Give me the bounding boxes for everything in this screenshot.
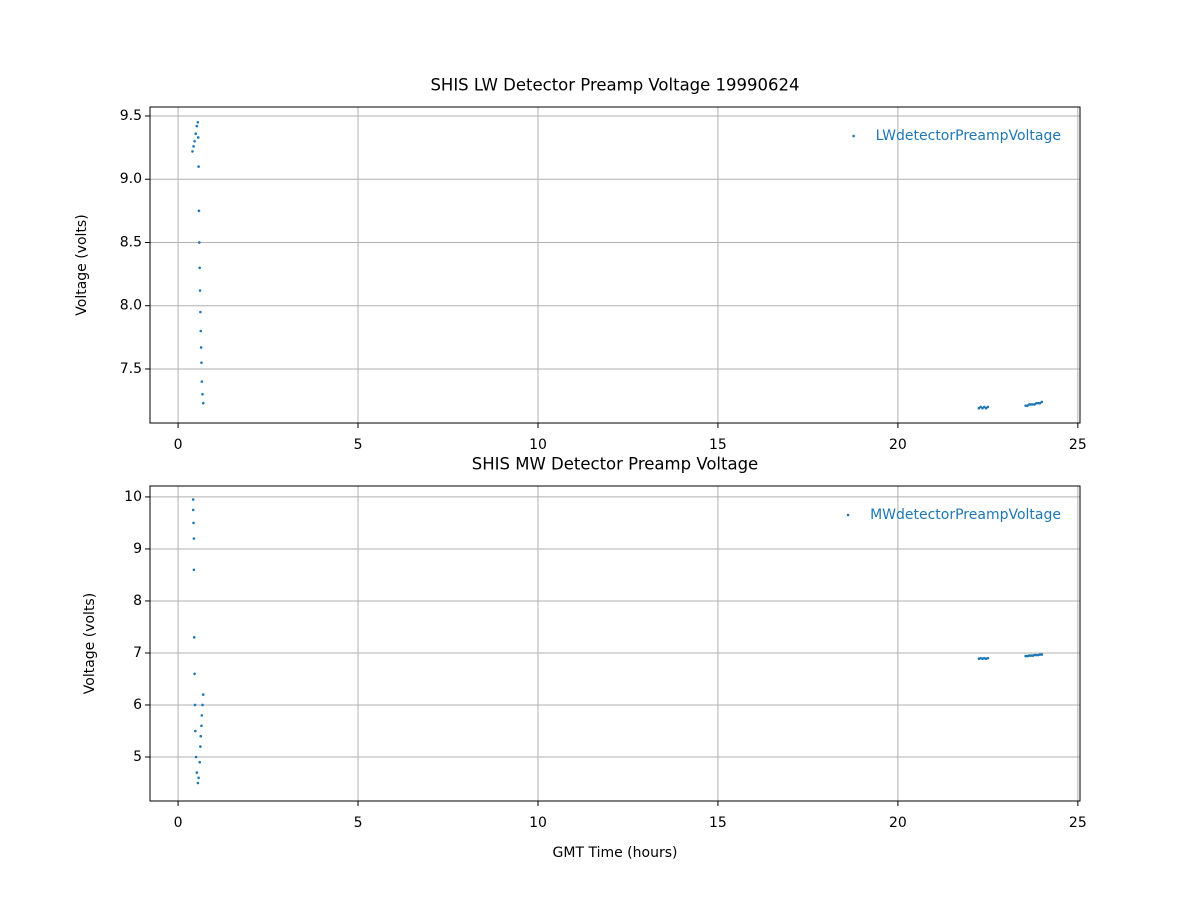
- y-tick-label: 5: [133, 749, 142, 765]
- data-point: [199, 329, 203, 333]
- data-point: [981, 406, 984, 410]
- chart-title: SHIS LW Detector Preamp Voltage 19990624: [430, 76, 799, 95]
- x-tick-label: 5: [354, 815, 363, 831]
- data-point: [197, 165, 200, 168]
- data-point: [1040, 653, 1044, 656]
- y-tick-label: 7.5: [120, 361, 142, 377]
- y-tick-label: 6: [133, 697, 142, 713]
- data-point: [192, 537, 196, 540]
- data-point: [193, 672, 196, 676]
- data-point: [1027, 654, 1031, 657]
- data-point: [1038, 653, 1042, 656]
- data-point: [201, 693, 205, 696]
- data-point: [1035, 653, 1038, 657]
- data-point: [1029, 403, 1033, 406]
- data-point: [986, 656, 990, 660]
- data-point: [196, 781, 200, 785]
- y-tick-label: 8.0: [120, 298, 142, 314]
- data-point: [192, 145, 195, 148]
- y-tick-label: 10: [124, 489, 142, 505]
- data-point: [1026, 404, 1029, 407]
- data-point: [986, 405, 990, 409]
- data-point: [979, 405, 982, 409]
- data-point: [198, 760, 201, 764]
- legend-label: MWdetectorPreampVoltage: [870, 507, 1061, 523]
- data-point: [201, 703, 204, 707]
- data-point: [191, 150, 194, 153]
- data-point: [192, 636, 196, 639]
- data-point: [194, 755, 198, 759]
- data-point: [196, 136, 200, 139]
- x-axis-label: GMT Time (hours): [553, 845, 678, 861]
- x-tick-label: 15: [709, 437, 727, 453]
- data-point: [200, 714, 204, 717]
- data-point: [193, 703, 197, 707]
- x-tick-label: 15: [709, 815, 727, 831]
- y-axis-label: Voltage (volts): [74, 214, 90, 315]
- x-tick-label: 25: [1069, 815, 1087, 831]
- y-tick-label: 8.5: [120, 234, 142, 250]
- data-point: [977, 406, 981, 410]
- legend-marker: [846, 513, 850, 517]
- y-axis-label: Voltage (volts): [82, 593, 98, 694]
- data-point: [200, 724, 203, 728]
- data-point: [1036, 401, 1040, 405]
- data-point: [195, 124, 199, 128]
- data-point: [1035, 401, 1038, 405]
- data-point: [201, 401, 205, 405]
- data-point: [193, 139, 196, 143]
- data-point: [198, 289, 202, 292]
- x-tick-label: 25: [1069, 437, 1087, 453]
- data-point: [1038, 401, 1042, 405]
- y-tick-label: 7: [133, 645, 142, 661]
- data-point: [199, 734, 203, 738]
- x-tick-label: 20: [889, 437, 907, 453]
- y-tick-label: 8: [133, 593, 142, 609]
- data-point: [1029, 654, 1033, 657]
- data-point: [200, 380, 204, 383]
- legend-label: LWdetectorPreampVoltage: [876, 128, 1061, 144]
- data-point: [195, 771, 199, 774]
- data-point: [1024, 404, 1027, 407]
- x-tick-label: 0: [174, 437, 183, 453]
- data-point: [194, 729, 197, 733]
- plot-frame: [149, 485, 1081, 802]
- data-point: [199, 310, 202, 314]
- plot-frame: [149, 106, 1081, 424]
- x-tick-label: 10: [529, 437, 547, 453]
- data-point: [198, 266, 201, 270]
- data-point: [1040, 400, 1044, 404]
- data-point: [199, 745, 202, 748]
- data-point: [198, 241, 201, 244]
- data-point: [1027, 403, 1031, 406]
- data-point: [192, 521, 195, 525]
- data-point: [197, 776, 200, 780]
- data-point: [192, 568, 196, 572]
- data-point: [1033, 403, 1036, 406]
- data-point: [191, 508, 195, 512]
- data-point: [1031, 403, 1035, 406]
- y-tick-label: 9.0: [120, 171, 142, 187]
- x-tick-label: 20: [889, 815, 907, 831]
- data-point: [200, 361, 203, 364]
- x-tick-label: 0: [174, 815, 183, 831]
- x-tick-label: 10: [529, 815, 547, 831]
- chart-title: SHIS MW Detector Preamp Voltage: [472, 455, 758, 474]
- data-point: [1033, 653, 1036, 657]
- data-point: [199, 346, 203, 349]
- legend-marker: [852, 134, 855, 138]
- data-point: [196, 121, 200, 124]
- data-point: [201, 392, 204, 396]
- y-tick-label: 9.5: [120, 108, 142, 124]
- data-point: [194, 132, 198, 135]
- data-point: [197, 209, 201, 213]
- y-tick-label: 9: [133, 541, 142, 557]
- data-point: [984, 406, 988, 410]
- data-point: [982, 405, 986, 409]
- data-point: [1024, 654, 1027, 658]
- x-tick-label: 5: [354, 437, 363, 453]
- data-point: [191, 498, 195, 501]
